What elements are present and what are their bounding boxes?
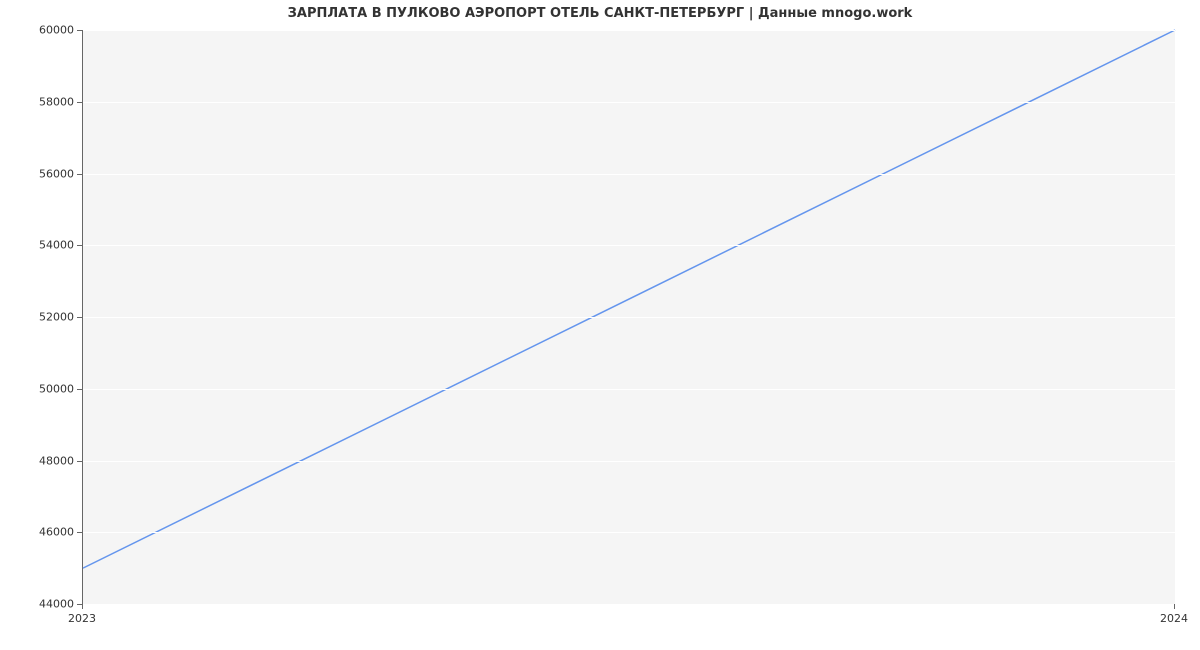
- ytick-mark: [77, 389, 82, 390]
- gridline-y: [83, 245, 1175, 246]
- xtick-label: 2023: [68, 612, 96, 625]
- ytick-label: 60000: [32, 24, 74, 37]
- gridline-y: [83, 30, 1175, 31]
- xtick-label: 2024: [1160, 612, 1188, 625]
- ytick-label: 58000: [32, 95, 74, 108]
- ytick-label: 54000: [32, 239, 74, 252]
- gridline-y: [83, 317, 1175, 318]
- ytick-label: 44000: [32, 598, 74, 611]
- ytick-label: 56000: [32, 167, 74, 180]
- chart-title: ЗАРПЛАТА В ПУЛКОВО АЭРОПОРТ ОТЕЛЬ САНКТ-…: [0, 6, 1200, 21]
- ytick-mark: [77, 245, 82, 246]
- ytick-mark: [77, 174, 82, 175]
- ytick-mark: [77, 317, 82, 318]
- gridline-y: [83, 532, 1175, 533]
- ytick-label: 48000: [32, 454, 74, 467]
- xtick-mark: [1174, 604, 1175, 609]
- gridline-y: [83, 174, 1175, 175]
- gridline-y: [83, 102, 1175, 103]
- ytick-mark: [77, 532, 82, 533]
- gridline-y: [83, 389, 1175, 390]
- xtick-mark: [82, 604, 83, 609]
- gridline-y: [83, 461, 1175, 462]
- gridline-y: [83, 604, 1175, 605]
- plot-area: [82, 30, 1175, 605]
- ytick-mark: [77, 102, 82, 103]
- chart-container: ЗАРПЛАТА В ПУЛКОВО АЭРОПОРТ ОТЕЛЬ САНКТ-…: [0, 0, 1200, 650]
- ytick-label: 52000: [32, 311, 74, 324]
- series-line: [83, 30, 1175, 568]
- ytick-label: 50000: [32, 382, 74, 395]
- ytick-mark: [77, 30, 82, 31]
- ytick-label: 46000: [32, 526, 74, 539]
- ytick-mark: [77, 461, 82, 462]
